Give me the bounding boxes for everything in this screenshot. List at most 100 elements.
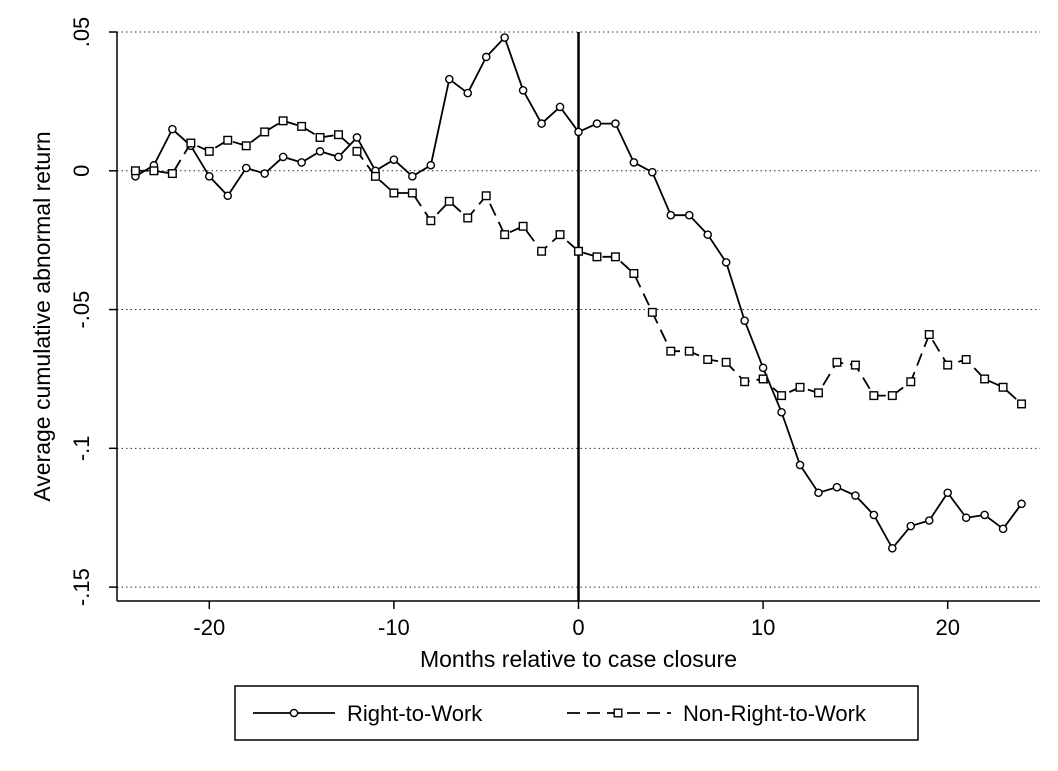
data-point-1-37 <box>813 388 823 398</box>
data-point-1-46 <box>980 374 990 384</box>
legend-items <box>253 708 671 718</box>
data-point-0-17 <box>444 74 454 84</box>
data-point-1-48 <box>1017 399 1027 409</box>
data-point-0-11 <box>334 152 343 162</box>
data-point-0-24 <box>574 127 583 137</box>
y-tick-label: -.15 <box>69 568 94 606</box>
data-point-1-33 <box>740 377 750 387</box>
data-point-1-47 <box>998 382 1008 392</box>
x-tick-label: 10 <box>751 615 775 640</box>
data-point-1-6 <box>241 141 251 151</box>
data-point-0-14 <box>389 155 399 164</box>
data-point-0-5 <box>223 191 233 201</box>
y-axis-title: Average cumulative abnormal return <box>29 131 55 501</box>
data-point-0-29 <box>666 210 676 220</box>
data-point-0-43 <box>924 516 934 525</box>
data-point-1-41 <box>887 391 897 401</box>
x-tick-label: 20 <box>935 615 959 640</box>
data-point-0-25 <box>592 119 602 128</box>
grid-layer <box>117 31 1040 588</box>
data-point-0-22 <box>537 119 546 128</box>
data-point-1-7 <box>260 127 270 137</box>
data-point-0-10 <box>315 147 325 156</box>
data-point-1-34 <box>758 374 768 384</box>
x-axis-title: Months relative to case closure <box>420 646 737 672</box>
data-point-0-47 <box>998 524 1008 534</box>
data-point-0-38 <box>832 482 842 492</box>
data-point-0-6 <box>241 163 251 173</box>
data-point-0-35 <box>777 407 786 417</box>
data-point-1-39 <box>850 360 860 370</box>
data-point-0-15 <box>408 172 417 181</box>
data-point-1-12 <box>352 146 362 156</box>
data-point-1-25 <box>592 252 602 262</box>
y-tick-label: .05 <box>69 17 94 48</box>
data-point-1-30 <box>684 346 694 356</box>
legend-marker-right-to-work <box>289 708 299 718</box>
data-point-0-44 <box>943 488 953 498</box>
data-point-0-26 <box>611 119 620 128</box>
data-point-1-1 <box>149 166 159 176</box>
y-tick-label: 0 <box>69 165 94 177</box>
data-point-1-42 <box>906 377 916 387</box>
data-point-1-26 <box>610 252 620 262</box>
data-point-1-9 <box>297 121 307 131</box>
data-point-1-40 <box>869 391 879 401</box>
data-point-1-13 <box>370 171 380 181</box>
x-tick-label: -10 <box>378 615 410 640</box>
data-point-1-10 <box>315 132 325 142</box>
data-point-1-17 <box>444 196 454 206</box>
data-point-1-16 <box>426 216 436 226</box>
data-point-1-35 <box>777 391 787 401</box>
x-tick-label: -20 <box>193 615 225 640</box>
data-point-1-18 <box>463 213 473 223</box>
legend-label-non-right-to-work: Non-Right-to-Work <box>683 701 867 726</box>
legend-label-right-to-work: Right-to-Work <box>347 701 483 726</box>
data-point-0-42 <box>906 521 916 531</box>
data-point-0-27 <box>629 158 639 167</box>
data-point-0-34 <box>758 363 768 373</box>
data-point-0-8 <box>278 152 288 162</box>
series-1 <box>130 116 1027 409</box>
data-point-0-41 <box>888 543 897 553</box>
data-point-1-22 <box>537 246 547 256</box>
data-point-1-29 <box>666 346 676 356</box>
data-point-1-45 <box>961 355 971 365</box>
data-point-0-21 <box>518 85 528 95</box>
data-point-1-27 <box>629 268 639 278</box>
legend: Right-to-Work Non-Right-to-Work <box>234 685 919 741</box>
data-point-0-30 <box>684 210 694 220</box>
data-point-1-8 <box>278 116 288 126</box>
data-point-1-32 <box>721 357 731 367</box>
data-point-1-20 <box>500 230 510 240</box>
data-point-0-33 <box>740 316 749 325</box>
data-point-0-4 <box>204 172 214 181</box>
data-point-0-20 <box>500 33 509 42</box>
data-point-1-23 <box>555 230 565 240</box>
data-point-0-36 <box>795 460 805 470</box>
data-point-0-31 <box>703 230 713 239</box>
data-point-0-39 <box>851 491 860 500</box>
data-point-1-31 <box>703 355 713 365</box>
data-point-1-3 <box>186 138 196 148</box>
series-0 <box>131 33 1026 553</box>
data-point-0-9 <box>297 158 306 167</box>
data-point-0-12 <box>352 133 362 142</box>
series-layer <box>130 33 1027 553</box>
data-point-0-23 <box>555 102 565 112</box>
data-point-0-2 <box>168 124 177 134</box>
data-point-1-44 <box>943 360 953 370</box>
data-point-1-28 <box>647 307 657 317</box>
data-point-0-28 <box>648 167 657 177</box>
data-point-0-7 <box>260 169 269 178</box>
data-point-1-19 <box>481 191 491 201</box>
data-point-1-14 <box>389 188 399 198</box>
data-point-0-48 <box>1017 499 1026 509</box>
data-point-0-16 <box>426 160 436 170</box>
data-point-1-2 <box>167 169 177 179</box>
data-point-0-32 <box>721 258 731 267</box>
data-point-0-19 <box>481 52 491 62</box>
y-tick-label: -.05 <box>69 291 94 329</box>
data-point-1-38 <box>832 357 842 367</box>
